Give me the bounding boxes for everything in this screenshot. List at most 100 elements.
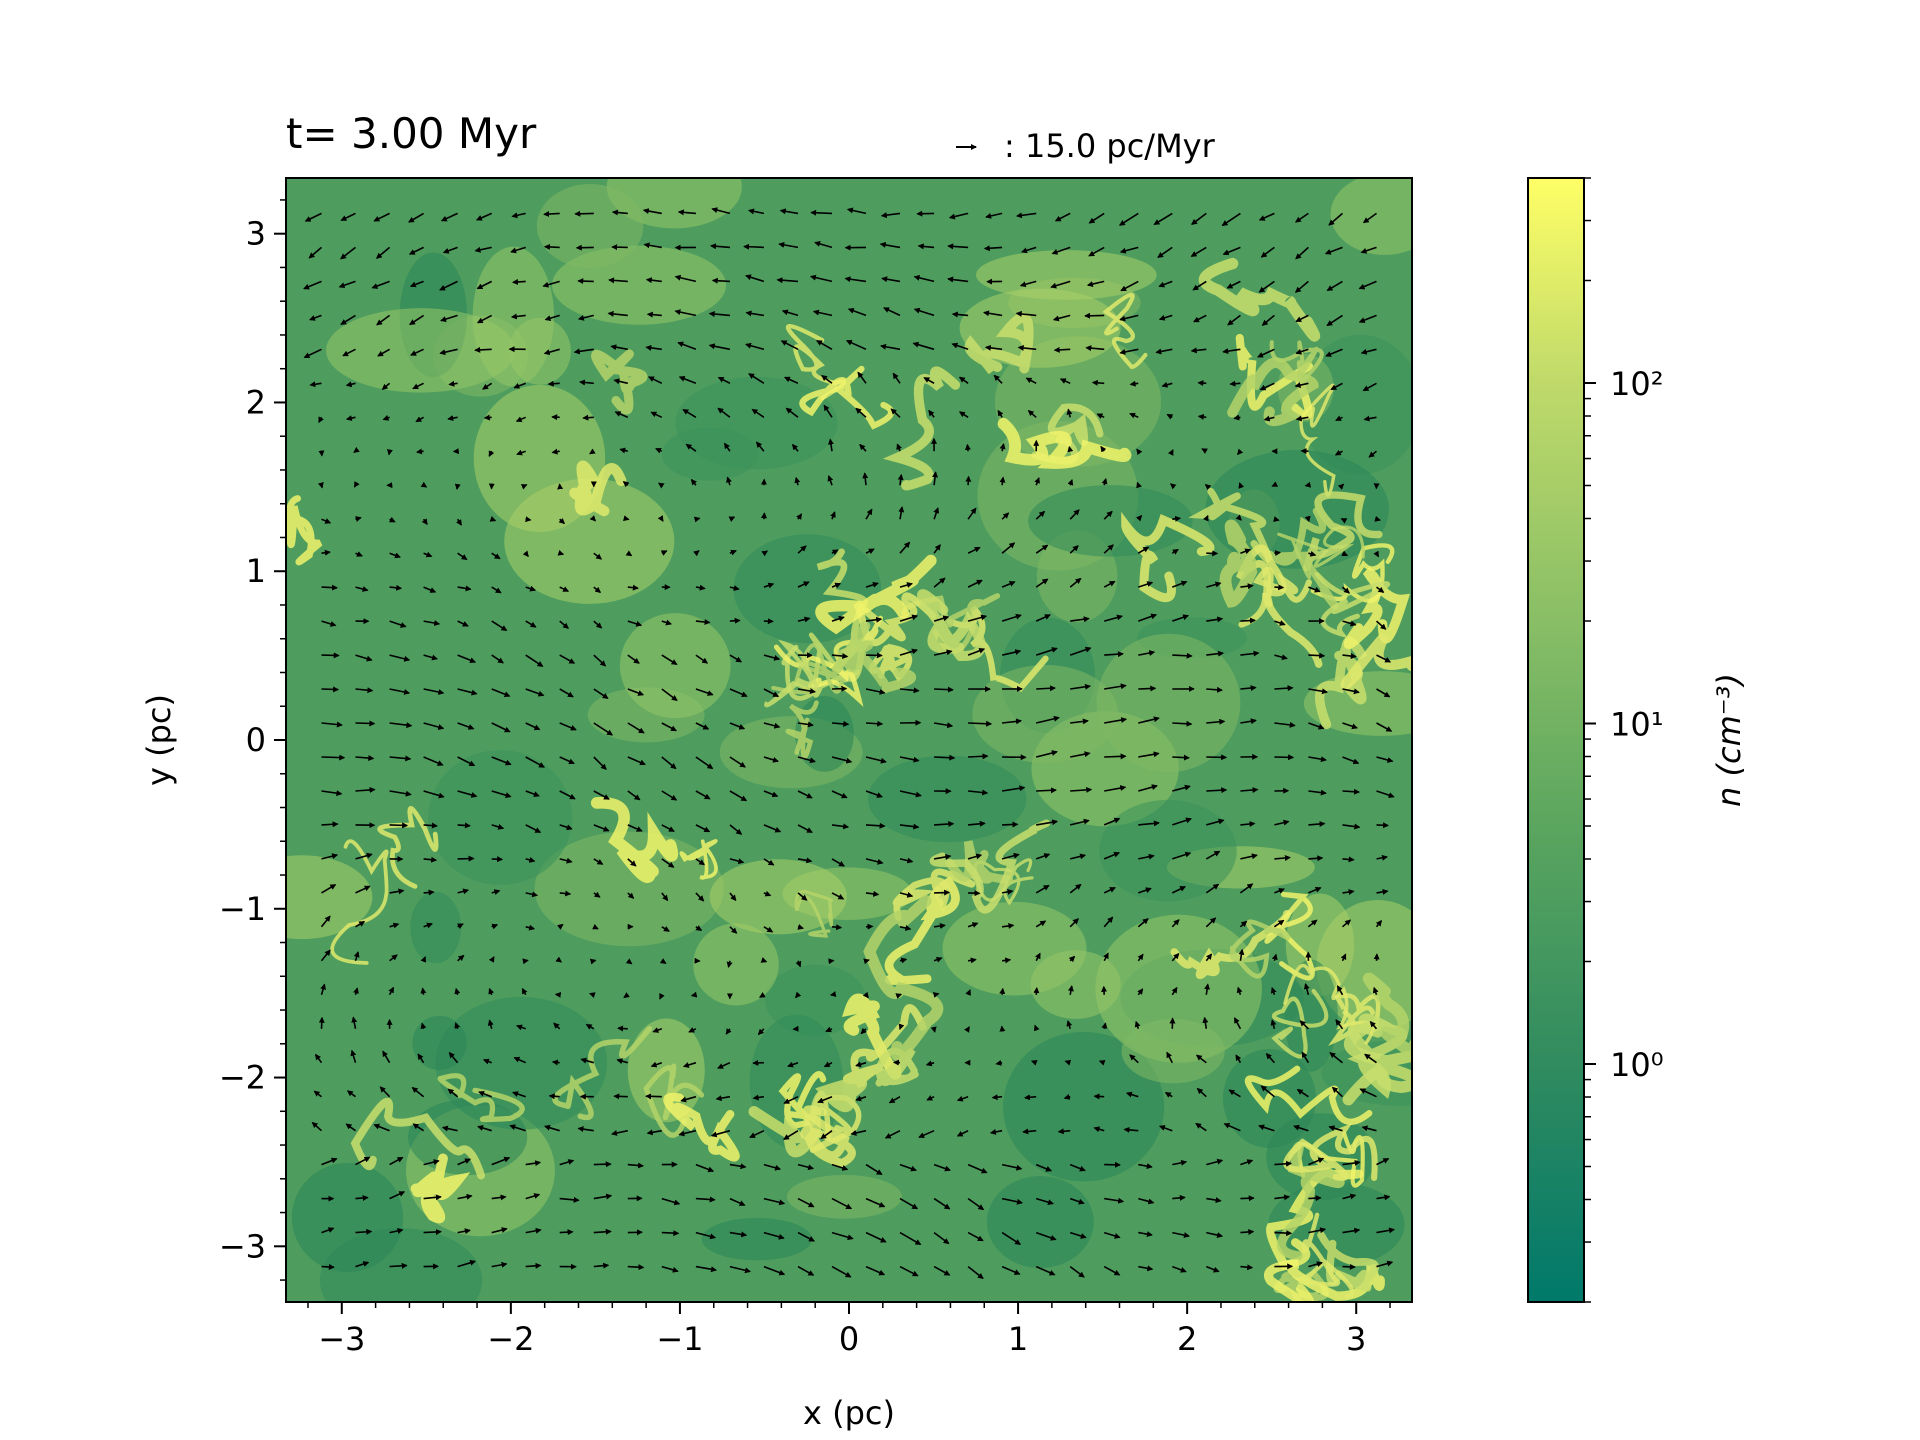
velocity-arrow	[355, 1195, 369, 1201]
velocity-arrow	[778, 241, 799, 249]
velocity-arrow	[933, 1231, 950, 1245]
velocity-arrow	[1155, 348, 1173, 355]
velocity-arrow	[1341, 919, 1352, 928]
velocity-arrow	[544, 1124, 560, 1132]
velocity-arrow	[1342, 688, 1360, 695]
velocity-arrow	[375, 246, 391, 259]
y-tick-label: 1	[246, 552, 266, 590]
velocity-arrow	[661, 858, 675, 868]
velocity-arrow	[440, 314, 458, 322]
velocity-arrow	[1101, 477, 1108, 486]
velocity-arrow	[525, 620, 537, 628]
colorbar-gradient	[1527, 177, 1585, 1303]
velocity-arrow	[925, 1060, 935, 1067]
velocity-arrow	[899, 541, 911, 554]
velocity-arrow	[983, 245, 1003, 252]
velocity-arrow	[1235, 514, 1242, 521]
density-patch	[536, 183, 644, 268]
velocity-arrow	[338, 280, 356, 289]
velocity-arrow	[1021, 246, 1037, 254]
velocity-arrow	[1172, 754, 1190, 761]
velocity-arrow	[355, 786, 376, 793]
filament	[764, 639, 818, 708]
velocity-arrow	[321, 518, 332, 524]
velocity-arrow	[1204, 483, 1212, 491]
velocity-arrow	[831, 615, 845, 622]
velocity-arrow	[674, 274, 697, 283]
density-patch	[693, 923, 779, 1006]
x-tick-label: −2	[487, 1320, 534, 1358]
velocity-arrow	[389, 1262, 408, 1269]
velocity-arrow	[580, 1057, 595, 1064]
velocity-arrow	[745, 342, 765, 351]
velocity-arrow	[1376, 688, 1391, 698]
velocity-arrow	[1035, 1231, 1057, 1241]
velocity-arrow	[1069, 646, 1092, 656]
velocity-arrow	[1240, 650, 1260, 657]
velocity-arrow	[423, 1228, 442, 1235]
velocity-arrow	[309, 314, 322, 321]
velocity-arrow	[457, 756, 476, 767]
colorbar-tick-label: 10⁰	[1610, 1046, 1664, 1084]
velocity-arrow	[379, 1086, 391, 1098]
velocity-arrow	[491, 923, 499, 930]
velocity-arrow	[574, 210, 594, 217]
density-map	[286, 178, 1412, 1302]
velocity-arrow	[1070, 786, 1093, 793]
velocity-arrow	[787, 1061, 799, 1068]
velocity-arrow	[865, 548, 875, 555]
velocity-arrow	[355, 720, 376, 727]
velocity-arrow	[899, 857, 914, 864]
velocity-arrow	[1104, 717, 1128, 724]
velocity-arrow	[1295, 246, 1309, 260]
velocity-arrow	[1202, 1016, 1209, 1029]
velocity-arrow	[1035, 1265, 1056, 1276]
velocity-arrow	[1001, 1231, 1022, 1245]
velocity-arrow	[525, 856, 536, 863]
quiver-key: : 15.0 pc/Myr	[956, 127, 1216, 165]
velocity-arrow	[1138, 853, 1155, 860]
velocity-arrow	[1308, 1157, 1325, 1166]
velocity-arrow	[1274, 888, 1285, 894]
velocity-arrow	[677, 209, 696, 216]
velocity-arrow	[729, 1231, 748, 1238]
velocity-arrow	[353, 987, 359, 996]
velocity-arrow	[1233, 414, 1241, 421]
velocity-arrow	[1342, 722, 1358, 730]
colorbar-label: n (cm⁻³)	[1710, 673, 1748, 807]
velocity-arrow	[855, 1061, 867, 1068]
velocity-arrow	[457, 1193, 473, 1200]
velocity-arrow	[728, 516, 736, 522]
velocity-arrow	[1376, 888, 1389, 895]
velocity-arrow	[934, 889, 951, 896]
velocity-arrow	[1137, 988, 1144, 996]
velocity-arrow	[1197, 413, 1207, 420]
velocity-arrow	[525, 790, 540, 797]
velocity-arrow	[320, 983, 326, 996]
velocity-arrow	[892, 372, 901, 384]
velocity-arrow	[1119, 246, 1139, 254]
density-patch	[795, 696, 854, 772]
velocity-arrow	[899, 756, 920, 763]
velocity-arrow	[785, 407, 799, 418]
velocity-arrow	[1308, 821, 1326, 827]
filament	[591, 349, 648, 415]
velocity-arrow	[342, 348, 356, 357]
velocity-arrow	[421, 518, 428, 526]
x-tick-label: −3	[318, 1320, 365, 1358]
filament	[663, 1092, 740, 1162]
velocity-arrow	[1157, 246, 1173, 258]
velocity-arrow	[625, 550, 633, 557]
velocity-arrow	[1002, 957, 1012, 964]
velocity-arrow	[1308, 1227, 1327, 1234]
velocity-arrow	[677, 341, 697, 351]
velocity-arrow	[346, 1090, 356, 1098]
velocity-arrow	[457, 790, 478, 798]
velocity-arrow	[1336, 985, 1344, 996]
velocity-arrow	[1376, 1194, 1391, 1201]
velocity-arrow	[1103, 1231, 1121, 1239]
velocity-arrow	[1035, 614, 1051, 622]
velocity-arrow	[1328, 1125, 1343, 1132]
velocity-arrow	[1136, 481, 1142, 489]
velocity-arrow	[456, 518, 462, 526]
